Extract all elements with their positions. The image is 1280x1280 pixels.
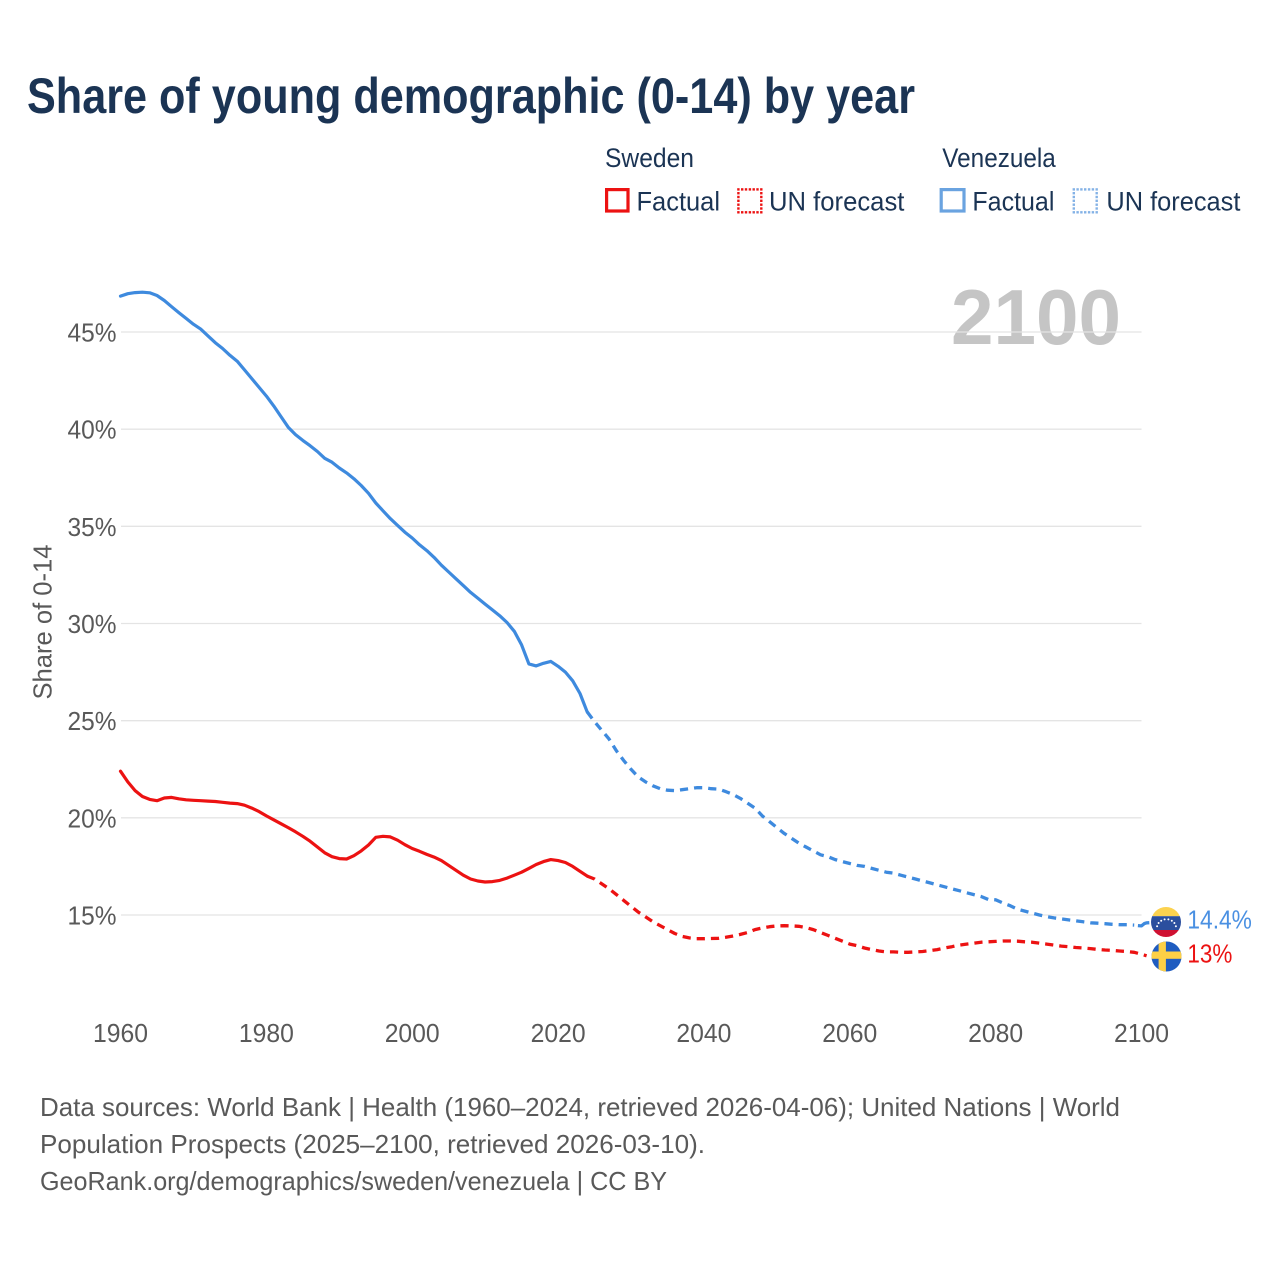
svg-text:1960: 1960 <box>93 1018 148 1048</box>
svg-text:45%: 45% <box>68 318 117 348</box>
svg-text:2060: 2060 <box>822 1018 877 1048</box>
svg-text:2080: 2080 <box>968 1018 1023 1048</box>
svg-text:Share of young demographic (0-: Share of young demographic (0-14) by yea… <box>27 68 915 124</box>
svg-text:35%: 35% <box>68 512 117 542</box>
svg-text:Factual: Factual <box>972 187 1054 217</box>
svg-text:UN forecast: UN forecast <box>1106 187 1240 217</box>
svg-text:Data sources: World Bank | Hea: Data sources: World Bank | Health (1960–… <box>40 1092 1120 1122</box>
svg-text:30%: 30% <box>68 609 117 639</box>
svg-text:UN forecast: UN forecast <box>769 187 905 217</box>
svg-text:Venezuela: Venezuela <box>942 143 1056 173</box>
svg-text:25%: 25% <box>68 706 117 736</box>
svg-text:2020: 2020 <box>531 1018 586 1048</box>
svg-text:14.4%: 14.4% <box>1187 905 1252 935</box>
svg-text:2000: 2000 <box>385 1018 440 1048</box>
svg-text:Sweden: Sweden <box>605 143 694 173</box>
svg-text:20%: 20% <box>68 803 117 833</box>
svg-text:Share of 0-14: Share of 0-14 <box>28 545 58 700</box>
svg-text:2100: 2100 <box>1114 1018 1169 1048</box>
svg-text:Population Prospects (2025–210: Population Prospects (2025–2100, retriev… <box>40 1129 705 1159</box>
svg-text:15%: 15% <box>68 901 117 931</box>
svg-text:GeoRank.org/demographics/swede: GeoRank.org/demographics/sweden/venezuel… <box>40 1166 667 1196</box>
svg-text:1980: 1980 <box>239 1018 294 1048</box>
svg-text:40%: 40% <box>68 415 117 445</box>
svg-text:13%: 13% <box>1187 939 1232 969</box>
svg-text:2040: 2040 <box>676 1018 731 1048</box>
svg-text:Factual: Factual <box>637 187 721 217</box>
svg-text:2100: 2100 <box>951 273 1121 361</box>
